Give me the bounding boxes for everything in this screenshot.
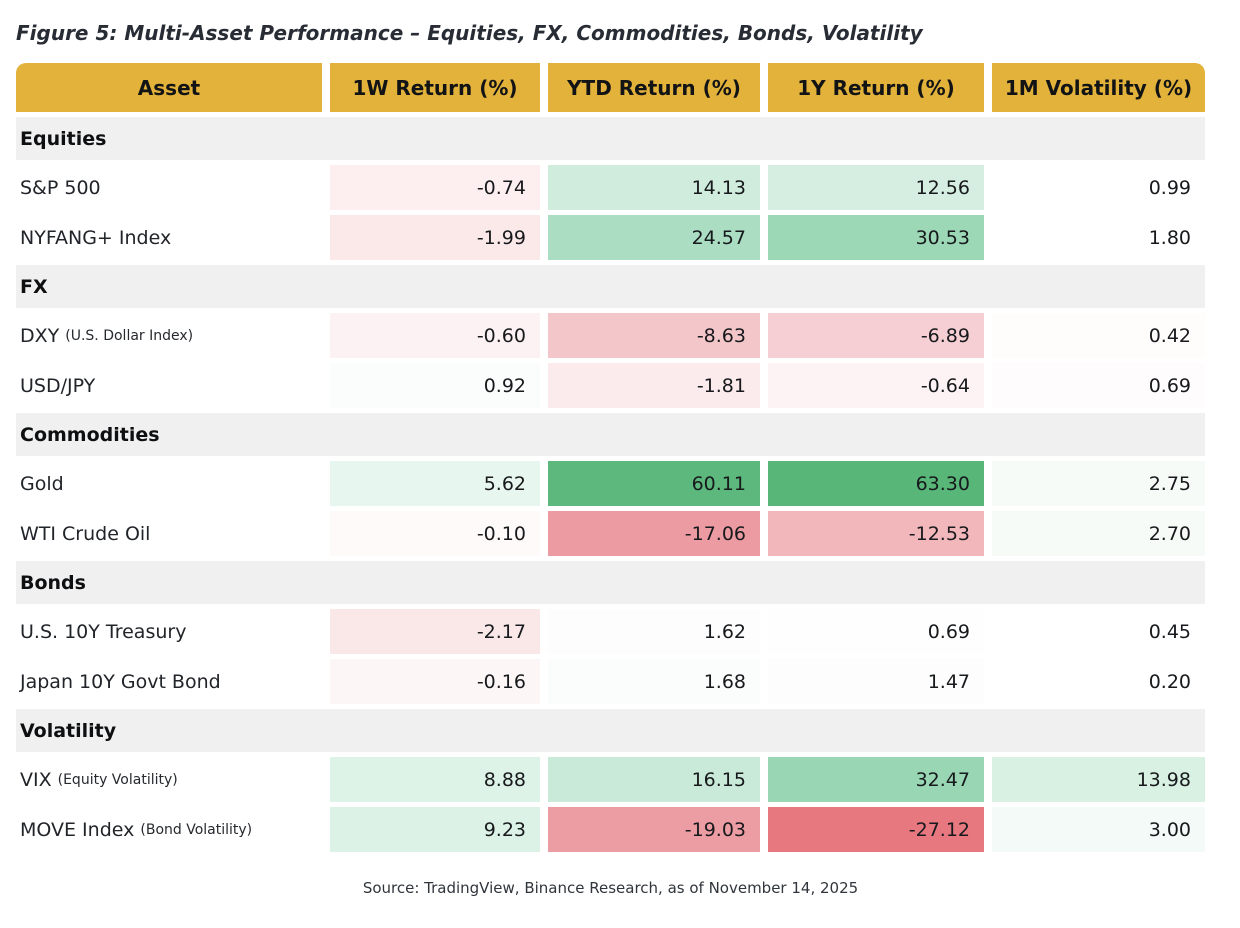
cell-1m-volatility: 0.42 <box>992 313 1205 358</box>
column-header-asset: Asset <box>16 63 322 112</box>
cell-1y-return: 30.53 <box>768 215 984 260</box>
cell-1w-return: 9.23 <box>330 807 540 852</box>
multi-asset-table: Asset 1W Return (%) YTD Return (%) 1Y Retur… <box>16 63 1224 852</box>
asset-name-label: S&P 500 <box>20 176 101 199</box>
asset-name-label: NYFANG+ Index <box>20 226 172 249</box>
table-row: S&P 500 -0.74 14.13 12.56 0.99 <box>16 165 1205 210</box>
cell-ytd-return: -8.63 <box>548 313 760 358</box>
cell-ytd-return: 1.62 <box>548 609 760 654</box>
table-body: Equities S&P 500 -0.74 14.13 12.56 0.99 NYFANG… <box>16 117 1224 852</box>
cell-1y-return: 32.47 <box>768 757 984 802</box>
cell-1w-return: 8.88 <box>330 757 540 802</box>
cell-1m-volatility: 2.70 <box>992 511 1205 556</box>
cell-1m-volatility: 2.75 <box>992 461 1205 506</box>
cell-1w-return: -1.99 <box>330 215 540 260</box>
cell-1m-volatility: 13.98 <box>992 757 1205 802</box>
cell-ytd-return: -1.81 <box>548 363 760 408</box>
cell-1m-volatility: 0.20 <box>992 659 1205 704</box>
column-header-ytd-return: YTD Return (%) <box>548 63 760 112</box>
cell-1y-return: -12.53 <box>768 511 984 556</box>
column-header-1m-volatility: 1M Volatility (%) <box>992 63 1205 112</box>
asset-name-label: USD/JPY <box>20 374 96 397</box>
table-row: MOVE Index (Bond Volatility) 9.23 -19.03 -27… <box>16 807 1205 852</box>
cell-1m-volatility: 1.80 <box>992 215 1205 260</box>
asset-name-label: MOVE Index <box>20 818 135 841</box>
table-row: Japan 10Y Govt Bond -0.16 1.68 1.47 0.20 <box>16 659 1205 704</box>
asset-name-label: WTI Crude Oil <box>20 522 151 545</box>
asset-name: MOVE Index (Bond Volatility) <box>16 807 322 852</box>
table-row: U.S. 10Y Treasury -2.17 1.62 0.69 0.45 <box>16 609 1205 654</box>
cell-1m-volatility: 0.45 <box>992 609 1205 654</box>
cell-1w-return: -2.17 <box>330 609 540 654</box>
asset-name: NYFANG+ Index <box>16 215 322 260</box>
cell-1y-return: 1.47 <box>768 659 984 704</box>
asset-note: (Bond Volatility) <box>140 821 253 838</box>
source-note: Source: TradingView, Binance Research, a… <box>362 879 859 897</box>
cell-ytd-return: 24.57 <box>548 215 760 260</box>
asset-note: (Equity Volatility) <box>57 771 178 788</box>
figure-container: Figure 5: Multi-Asset Performance – Equi… <box>16 21 1224 897</box>
cell-1y-return: 0.69 <box>768 609 984 654</box>
section-header-volatility: Volatility <box>16 709 1205 752</box>
cell-ytd-return: -19.03 <box>548 807 760 852</box>
cell-1w-return: -0.16 <box>330 659 540 704</box>
asset-name: Japan 10Y Govt Bond <box>16 659 322 704</box>
cell-1w-return: -0.10 <box>330 511 540 556</box>
section-header-equities: Equities <box>16 117 1205 160</box>
cell-1y-return: 12.56 <box>768 165 984 210</box>
cell-1m-volatility: 0.69 <box>992 363 1205 408</box>
table-row: Gold 5.62 60.11 63.30 2.75 <box>16 461 1205 506</box>
table-row: VIX (Equity Volatility) 8.88 16.15 32.47 13.9… <box>16 757 1205 802</box>
asset-name: WTI Crude Oil <box>16 511 322 556</box>
section-header-commodities: Commodities <box>16 413 1205 456</box>
table-header-row: Asset 1W Return (%) YTD Return (%) 1Y Retur… <box>16 63 1205 112</box>
cell-ytd-return: 16.15 <box>548 757 760 802</box>
asset-name-label: Gold <box>20 472 64 495</box>
asset-note: (U.S. Dollar Index) <box>65 327 194 344</box>
section-header-fx: FX <box>16 265 1205 308</box>
asset-name-label: Japan 10Y Govt Bond <box>20 670 221 693</box>
table-row: USD/JPY 0.92 -1.81 -0.64 0.69 <box>16 363 1205 408</box>
asset-name: S&P 500 <box>16 165 322 210</box>
column-header-1y-return: 1Y Return (%) <box>768 63 984 112</box>
cell-1w-return: -0.60 <box>330 313 540 358</box>
cell-1w-return: -0.74 <box>330 165 540 210</box>
cell-ytd-return: 14.13 <box>548 165 760 210</box>
cell-ytd-return: -17.06 <box>548 511 760 556</box>
cell-1y-return: 63.30 <box>768 461 984 506</box>
cell-1w-return: 0.92 <box>330 363 540 408</box>
cell-1w-return: 5.62 <box>330 461 540 506</box>
asset-name-label: DXY <box>20 324 60 347</box>
cell-1y-return: -0.64 <box>768 363 984 408</box>
cell-1y-return: -27.12 <box>768 807 984 852</box>
cell-ytd-return: 60.11 <box>548 461 760 506</box>
asset-name-label: VIX <box>20 768 52 791</box>
column-header-1w-return: 1W Return (%) <box>330 63 540 112</box>
section-header-bonds: Bonds <box>16 561 1205 604</box>
table-row: DXY (U.S. Dollar Index) -0.60 -8.63 -6.89 0.4… <box>16 313 1205 358</box>
cell-1y-return: -6.89 <box>768 313 984 358</box>
asset-name: Gold <box>16 461 322 506</box>
table-row: WTI Crude Oil -0.10 -17.06 -12.53 2.70 <box>16 511 1205 556</box>
table-row: NYFANG+ Index -1.99 24.57 30.53 1.80 <box>16 215 1205 260</box>
asset-name: USD/JPY <box>16 363 322 408</box>
figure-title: Figure 5: Multi-Asset Performance – Equi… <box>16 21 923 45</box>
asset-name: VIX (Equity Volatility) <box>16 757 322 802</box>
cell-ytd-return: 1.68 <box>548 659 760 704</box>
asset-name: U.S. 10Y Treasury <box>16 609 322 654</box>
asset-name-label: U.S. 10Y Treasury <box>20 620 187 643</box>
cell-1m-volatility: 0.99 <box>992 165 1205 210</box>
cell-1m-volatility: 3.00 <box>992 807 1205 852</box>
asset-name: DXY (U.S. Dollar Index) <box>16 313 322 358</box>
